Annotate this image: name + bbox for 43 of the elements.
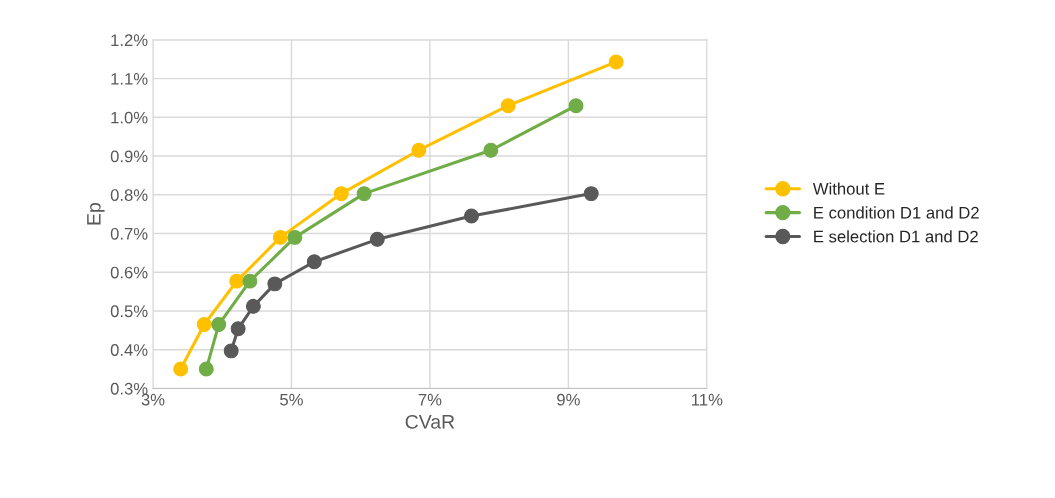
point xyxy=(306,254,322,270)
point xyxy=(272,229,288,245)
x-axis-title: CVaR xyxy=(405,414,455,429)
y-tick-label: 1.1% xyxy=(111,73,148,85)
point xyxy=(483,142,499,158)
x-tick-label: 7% xyxy=(418,393,442,406)
point xyxy=(333,186,349,202)
point xyxy=(500,98,516,114)
point xyxy=(173,361,189,377)
point xyxy=(463,208,479,224)
y-tick-label: 0.5% xyxy=(110,305,148,318)
point xyxy=(229,273,245,289)
legend-label: E condition D1 and D2 xyxy=(814,206,979,219)
point xyxy=(245,298,261,314)
y-tick-label: 0.8% xyxy=(110,189,148,201)
y-tick-label: 1.2% xyxy=(111,34,148,46)
point xyxy=(583,186,599,202)
point xyxy=(196,317,212,332)
y-tick-label: 1.0% xyxy=(111,111,148,124)
x-tick-label: 3% xyxy=(141,393,165,406)
y-tick-label: 0.9% xyxy=(110,150,148,163)
legend-label: Without E xyxy=(812,182,885,195)
legend-label: E selection D1 and D2 xyxy=(814,230,978,243)
y-tick-label: 0.6% xyxy=(110,266,148,279)
point xyxy=(242,273,258,289)
point xyxy=(211,317,227,332)
point xyxy=(230,321,246,337)
point xyxy=(287,229,303,245)
y-axis-title: Ep xyxy=(87,203,105,225)
y-tick-label: 0.7% xyxy=(110,227,148,240)
y-tick-label: 0.3% xyxy=(110,382,148,395)
point xyxy=(198,361,214,377)
point xyxy=(356,186,372,202)
point xyxy=(223,343,239,359)
x-tick-label: 9% xyxy=(557,393,580,406)
point xyxy=(608,54,624,70)
x-tick-label: 11% xyxy=(692,393,723,406)
y-tick-label: 0.4% xyxy=(110,344,148,356)
point xyxy=(267,276,283,292)
point xyxy=(411,142,427,158)
point xyxy=(369,231,385,247)
point xyxy=(568,98,584,114)
x-tick-label: 5% xyxy=(280,393,303,406)
